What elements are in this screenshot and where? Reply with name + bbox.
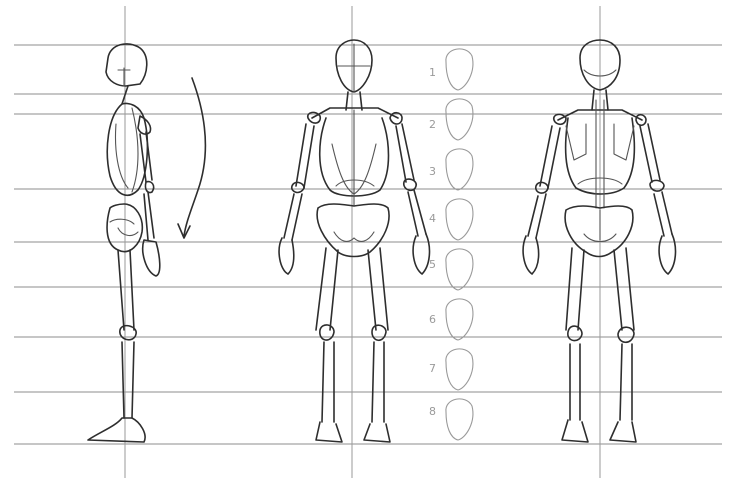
head-count-label: 8 [429,405,436,418]
head-count-label: 2 [429,118,436,131]
head-scale: 1 2 3 4 5 6 7 8 [429,48,474,441]
head-count-label: 5 [429,258,436,271]
head-count-label: 6 [429,313,436,326]
back-view-figure [522,39,677,443]
side-view-figure [87,43,161,443]
head-count-label: 4 [429,212,436,225]
head-count-label: 3 [429,165,436,178]
head-count-label: 1 [429,66,436,79]
direction-arrow [177,77,207,239]
front-view-figure [278,39,431,443]
head-count-label: 7 [429,362,436,375]
